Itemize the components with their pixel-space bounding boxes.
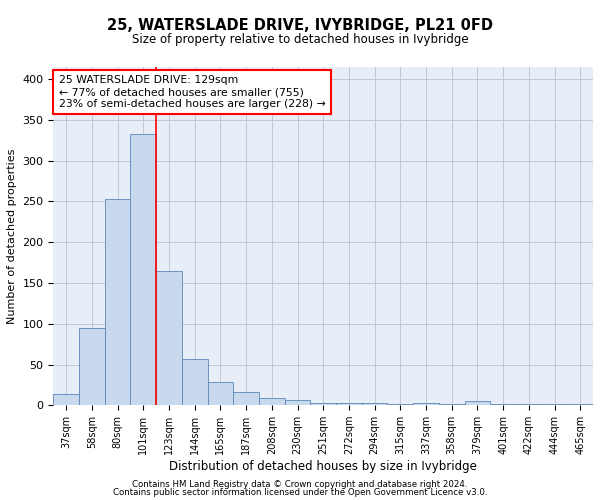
Bar [464, 401, 490, 406]
Bar [310, 403, 336, 406]
Bar [362, 403, 388, 406]
Bar [439, 404, 464, 406]
Bar [413, 403, 439, 406]
Y-axis label: Number of detached properties: Number of detached properties [7, 148, 17, 324]
Bar [568, 404, 593, 406]
Text: 25 WATERSLADE DRIVE: 129sqm
← 77% of detached houses are smaller (755)
23% of se: 25 WATERSLADE DRIVE: 129sqm ← 77% of det… [59, 76, 325, 108]
Text: Size of property relative to detached houses in Ivybridge: Size of property relative to detached ho… [131, 32, 469, 46]
Bar [182, 359, 208, 406]
Bar [130, 134, 156, 406]
Bar [156, 271, 182, 406]
Bar [388, 404, 413, 406]
Bar [208, 382, 233, 406]
Bar [336, 403, 362, 406]
Text: Contains HM Land Registry data © Crown copyright and database right 2024.: Contains HM Land Registry data © Crown c… [132, 480, 468, 489]
Bar [516, 404, 542, 406]
Bar [79, 328, 105, 406]
Bar [542, 404, 568, 406]
Text: 25, WATERSLADE DRIVE, IVYBRIDGE, PL21 0FD: 25, WATERSLADE DRIVE, IVYBRIDGE, PL21 0F… [107, 18, 493, 32]
Text: Contains public sector information licensed under the Open Government Licence v3: Contains public sector information licen… [113, 488, 487, 497]
Bar [53, 394, 79, 406]
Bar [105, 199, 130, 406]
Bar [490, 404, 516, 406]
Bar [233, 392, 259, 406]
X-axis label: Distribution of detached houses by size in Ivybridge: Distribution of detached houses by size … [169, 460, 477, 473]
Bar [259, 398, 284, 406]
Bar [284, 400, 310, 406]
